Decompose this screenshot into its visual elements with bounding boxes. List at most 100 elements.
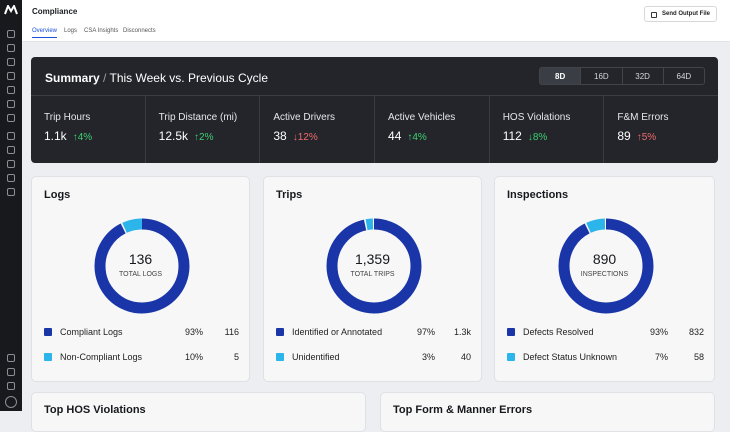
legend-count: 116 xyxy=(224,327,239,337)
donut-total: 890 xyxy=(592,251,617,267)
donut-segment xyxy=(326,218,421,314)
legend-percent: 93% xyxy=(184,327,203,337)
metric-number: 44 xyxy=(388,129,402,143)
card-title: Inspections xyxy=(507,189,569,201)
sidebar-icon xyxy=(7,114,15,122)
card: Inspections 890 INSPECTIONS Defects Resolve… xyxy=(494,176,715,382)
metric: HOS Violations 112 ↓8% xyxy=(490,96,605,163)
legend-name: Defects Resolved xyxy=(523,327,594,337)
sidebar-icon xyxy=(7,160,15,168)
donut-total: 1,359 xyxy=(354,251,391,267)
legend-count: 40 xyxy=(460,352,471,362)
legend-name: Non-Compliant Logs xyxy=(60,352,143,362)
avatar xyxy=(5,396,17,408)
range-button[interactable]: 8D xyxy=(540,68,582,84)
legend-count: 1.3k xyxy=(453,327,471,337)
card-title: Top HOS Violations xyxy=(44,404,146,416)
sidebar-icon xyxy=(7,146,15,154)
sidebar-icon xyxy=(7,382,15,390)
donut xyxy=(326,218,421,314)
legend-swatch xyxy=(44,353,52,361)
legend-count: 58 xyxy=(693,352,704,362)
tab[interactable]: Disconnects xyxy=(123,28,156,34)
metric-value: 89 ↑5% xyxy=(617,129,718,143)
donut xyxy=(558,218,653,314)
metrics-row: Trip Hours 1.1k ↑4% Trip Distance (mi) 12.5k… xyxy=(31,95,718,163)
legend-name: Identified or Annotated xyxy=(292,327,383,337)
metric-change: ↑5% xyxy=(636,132,657,143)
metric-change: ↑4% xyxy=(72,132,93,143)
legend-count: 832 xyxy=(688,327,704,337)
sidebar xyxy=(0,0,22,411)
legend-percent: 10% xyxy=(184,352,203,362)
metric-label: Trip Distance (mi) xyxy=(158,112,238,123)
tab[interactable]: Logs xyxy=(64,28,78,34)
card-title: Trips xyxy=(276,189,303,201)
sidebar-icon xyxy=(7,368,15,376)
legend-percent: 93% xyxy=(649,327,668,337)
range-button[interactable]: 32D xyxy=(623,68,664,84)
summary-heading: Summary xyxy=(45,71,100,85)
legend-swatch xyxy=(507,353,515,361)
metric-label: F&M Errors xyxy=(617,112,669,123)
donut-label: INSPECTIONS xyxy=(580,271,629,278)
metric: Active Vehicles 44 ↑4% xyxy=(375,96,490,163)
sidebar-icon xyxy=(7,354,15,362)
bottom-card: Top HOS Violations xyxy=(31,392,366,432)
metric-label: Active Vehicles xyxy=(388,112,456,123)
metric-number: 112 xyxy=(502,129,522,143)
donut-segment xyxy=(94,218,189,314)
card: Logs 136 TOTAL LOGS Compliant Logs 93% 116 Non… xyxy=(31,176,250,382)
donut-label: TOTAL TRIPS xyxy=(350,271,395,278)
metric-number: 1.1k xyxy=(44,129,67,143)
legend-swatch xyxy=(276,328,284,336)
donut-total: 136 xyxy=(128,251,153,267)
metric: Trip Hours 1.1k ↑4% xyxy=(31,96,146,163)
sidebar-icon xyxy=(7,30,15,38)
top-bar: Compliance Send Output File Overview Logs… xyxy=(22,0,730,42)
legend-percent: 7% xyxy=(654,352,668,362)
metric-number: 89 xyxy=(617,129,631,143)
metric-value: 44 ↑4% xyxy=(388,129,489,143)
send-icon xyxy=(651,12,657,18)
metric-value: 112 ↓8% xyxy=(503,129,604,143)
donut-label: TOTAL LOGS xyxy=(118,271,163,278)
metric: F&M Errors 89 ↑5% xyxy=(604,96,718,163)
metric-value: 38 ↓12% xyxy=(273,129,374,143)
legend-percent: 97% xyxy=(416,327,435,337)
sidebar-icon xyxy=(7,174,15,182)
summary-title: Summary / This Week vs. Previous Cycle xyxy=(45,71,268,85)
metric-change: ↓12% xyxy=(292,132,318,143)
legend-swatch xyxy=(507,328,515,336)
summary-subtitle: This Week vs. Previous Cycle xyxy=(109,71,269,85)
logo xyxy=(4,5,18,15)
range-selector: 8D 16D 32D 64D xyxy=(539,67,705,85)
metric-change: ↑2% xyxy=(194,132,214,143)
sidebar-icon xyxy=(7,58,15,66)
send-button[interactable]: Send Output File xyxy=(644,6,717,22)
card: Trips 1,359 TOTAL TRIPS Identified or Annot… xyxy=(263,176,482,382)
metric-value: 1.1k ↑4% xyxy=(44,129,145,143)
metric-number: 38 xyxy=(273,129,287,143)
tab[interactable]: CSA Insights xyxy=(84,28,119,34)
range-button[interactable]: 16D xyxy=(581,68,623,84)
range-button[interactable]: 64D xyxy=(676,72,692,81)
metric-number: 12.5k xyxy=(158,129,189,143)
summary-panel: Summary / This Week vs. Previous Cycle 8… xyxy=(31,57,718,163)
metric: Active Drivers 38 ↓12% xyxy=(260,96,376,163)
donut-segment xyxy=(558,218,653,314)
metric-label: HOS Violations xyxy=(502,112,571,123)
legend-swatch xyxy=(44,328,52,336)
metric-label: Active Drivers xyxy=(273,112,336,123)
sidebar-icon xyxy=(7,188,15,196)
slash: / xyxy=(103,71,107,85)
legend-percent: 3% xyxy=(421,352,435,362)
tab[interactable]: Overview xyxy=(32,28,58,38)
metric: Trip Distance (mi) 12.5k ↑2% xyxy=(146,96,261,163)
card-title: Top Form & Manner Errors xyxy=(393,404,533,416)
page-title: Compliance xyxy=(32,7,78,16)
legend-count: 5 xyxy=(233,352,239,362)
sidebar-icon xyxy=(7,86,15,94)
legend-swatch xyxy=(276,353,284,361)
legend-name: Unidentified xyxy=(292,352,340,362)
